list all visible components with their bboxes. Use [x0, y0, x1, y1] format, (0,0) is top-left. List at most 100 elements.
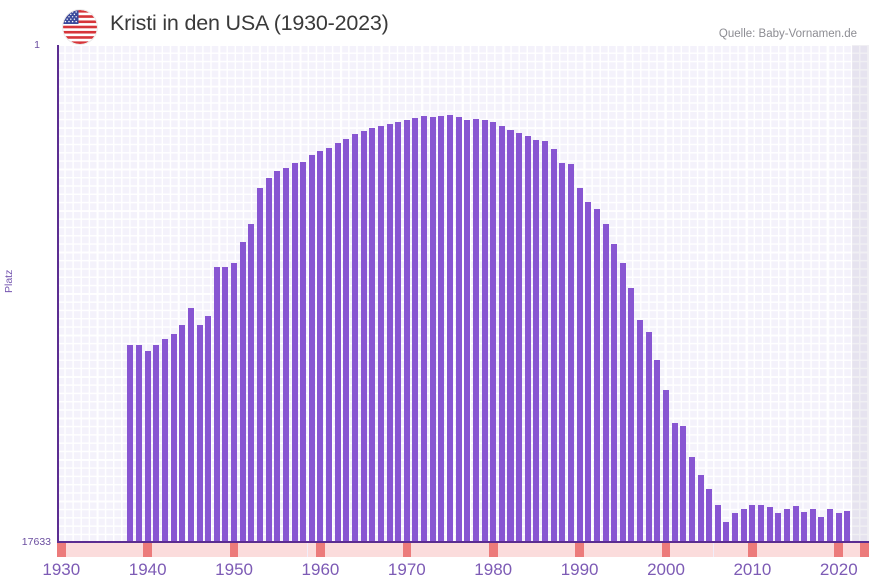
bar-1979: [481, 119, 488, 542]
x-tick-minor-1995: [618, 543, 628, 557]
x-tick-minor-1958: [298, 543, 308, 557]
x-tick-minor-2005: [704, 543, 714, 557]
x-tick-minor-2009: [739, 543, 749, 557]
x-tick-minor-2006: [713, 543, 723, 557]
x-tick-minor-1968: [385, 543, 394, 557]
bar-1998: [645, 331, 652, 542]
x-tick-major-1950: [229, 543, 239, 557]
us-flag-icon: [63, 10, 97, 44]
x-tick-major-1980: [488, 543, 498, 557]
bar-2006: [714, 505, 721, 542]
bar-1951: [239, 241, 246, 542]
x-tick-minor-1986: [540, 543, 550, 557]
x-tick-minor-1944: [177, 543, 187, 557]
x-axis-label-2000: 2000: [647, 560, 685, 579]
x-tick-minor-2004: [696, 543, 705, 557]
bar-1948: [213, 266, 220, 542]
bar-1980: [490, 121, 497, 542]
bar-1955: [274, 170, 281, 542]
bar-1960: [317, 151, 324, 542]
bar-1964: [351, 134, 359, 542]
x-tick-minor-2002: [678, 543, 688, 557]
bar-2018: [818, 517, 825, 542]
bar-1987: [550, 149, 557, 542]
bar-1982: [507, 129, 514, 542]
bar-2012: [766, 507, 773, 542]
bar-1977: [464, 119, 471, 542]
bar-1950: [231, 262, 238, 542]
bar-1965: [360, 131, 367, 542]
x-tick-major-2000: [661, 543, 671, 557]
x-tick-minor-1954: [264, 543, 273, 557]
bar-1993: [602, 224, 609, 542]
bar-1975: [447, 114, 454, 542]
bar-1990: [576, 187, 583, 542]
x-tick-minor-1937: [117, 543, 127, 557]
x-tick-minor-1996: [627, 543, 636, 557]
x-tick-minor-1933: [82, 543, 92, 557]
x-tick-major-2020: [834, 543, 844, 557]
x-tick-minor-1948: [212, 543, 222, 557]
x-tick-minor-1955: [272, 543, 282, 557]
bar-1962: [334, 143, 341, 542]
bar-1974: [438, 115, 445, 542]
x-tick-minor-1992: [592, 543, 602, 557]
x-tick-minor-1969: [393, 543, 403, 557]
bar-2011: [757, 505, 765, 542]
x-tick-minor-2018: [817, 543, 826, 557]
bar-1957: [291, 163, 298, 542]
x-tick-minor-1994: [609, 543, 619, 557]
bar-2014: [783, 509, 790, 542]
bar-2021: [844, 511, 851, 542]
x-tick-minor-2012: [765, 543, 774, 557]
x-tick-major-end: [860, 543, 869, 557]
bar-1971: [412, 117, 419, 542]
x-tick-minor-1946: [195, 543, 204, 557]
bar-1958: [300, 162, 307, 542]
x-tick-minor-1932: [74, 543, 83, 557]
x-tick-minor-1967: [376, 543, 386, 557]
y-axis-tick-top: 1: [34, 39, 40, 51]
x-tick-minor-1993: [601, 543, 610, 557]
x-tick-minor-2022: [851, 543, 861, 557]
bar-2000: [662, 389, 669, 542]
source-attribution: Quelle: Baby-Vornamen.de: [718, 28, 857, 40]
x-tick-minor-1991: [583, 543, 593, 557]
bar-1966: [369, 127, 376, 542]
x-tick-minor-1949: [221, 543, 230, 557]
bar-1968: [386, 123, 393, 542]
x-tick-minor-1983: [514, 543, 524, 557]
bar-1988: [559, 163, 566, 542]
x-tick-minor-1972: [419, 543, 429, 557]
bar-1996: [628, 288, 635, 542]
x-tick-minor-1962: [333, 543, 343, 557]
x-tick-minor-2013: [773, 543, 783, 557]
x-tick-major-1940: [143, 543, 152, 557]
x-tick-minor-1934: [91, 543, 101, 557]
bar-1949: [222, 266, 229, 542]
x-tick-minor-1971: [411, 543, 420, 557]
bar-1944: [179, 324, 186, 542]
x-tick-minor-2015: [791, 543, 800, 557]
bar-1992: [593, 208, 600, 542]
bar-1938: [127, 344, 134, 542]
bar-1970: [403, 119, 410, 542]
chart-header: Kristi in den USA (1930-2023) Quelle: Ba…: [0, 0, 873, 46]
bar-1985: [533, 140, 540, 542]
bar-1978: [472, 118, 479, 542]
x-tick-minor-1935: [100, 543, 109, 557]
bar-1956: [282, 168, 289, 542]
bar-series: [57, 45, 869, 542]
x-tick-minor-1951: [238, 543, 248, 557]
x-tick-major-1930: [57, 543, 66, 557]
x-tick-major-1960: [316, 543, 325, 557]
bar-1939: [136, 344, 143, 542]
x-tick-minor-1974: [437, 543, 446, 557]
bar-1981: [498, 125, 505, 542]
bar-1986: [542, 141, 549, 542]
x-tick-minor-1939: [134, 543, 144, 557]
bar-2019: [827, 509, 834, 542]
x-tick-minor-1931: [65, 543, 75, 557]
x-axis-label-1930: 1930: [42, 560, 81, 579]
x-tick-minor-2017: [808, 543, 818, 557]
